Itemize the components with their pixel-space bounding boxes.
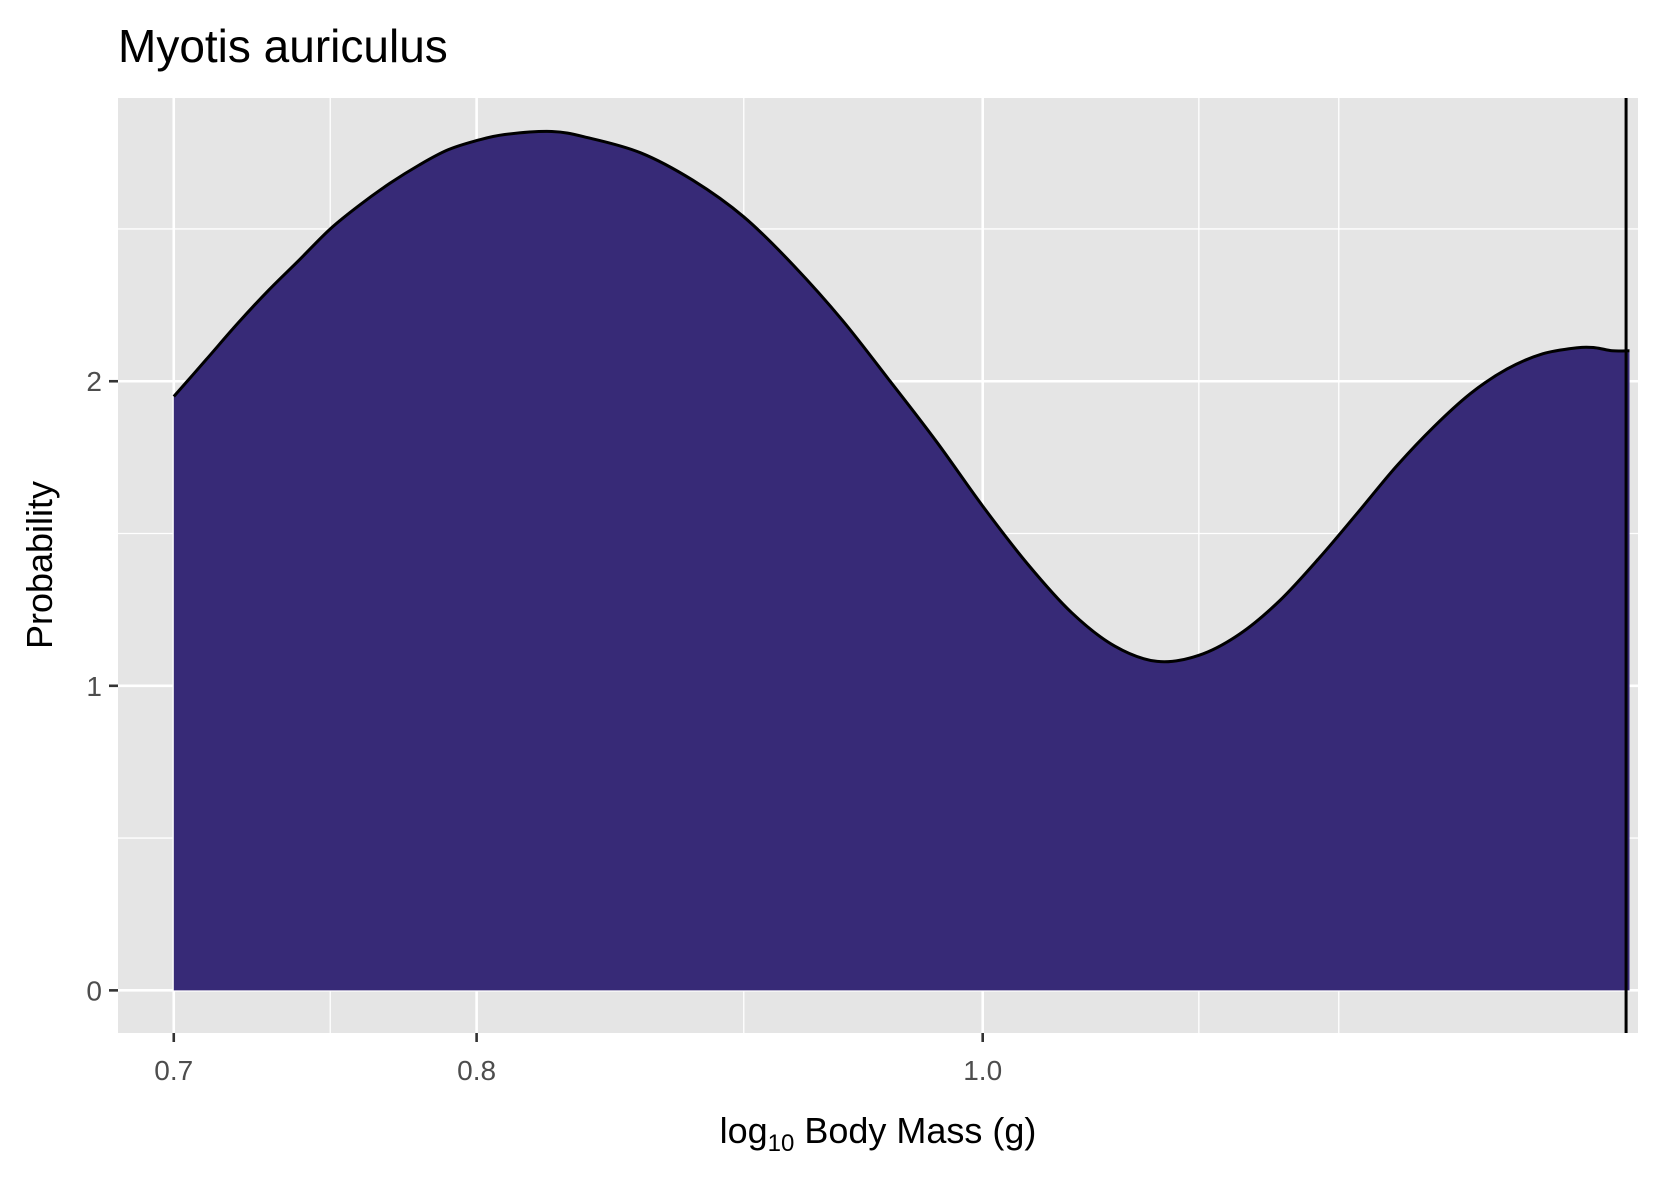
x-axis-title: log10 Body Mass (g) [720, 1110, 1037, 1157]
x-tick-label: 0.7 [154, 1055, 193, 1086]
y-axis: 0 1 2 [86, 366, 118, 1006]
density-area [173, 131, 1630, 991]
x-tick-label: 0.8 [457, 1055, 496, 1086]
y-tick-label: 2 [86, 366, 102, 397]
x-axis-title-main: log [720, 1110, 768, 1151]
chart-title: Myotis auriculus [118, 20, 448, 72]
x-axis-title-rest: Body Mass (g) [794, 1110, 1036, 1151]
x-axis: 0.7 0.8 1.0 [154, 1033, 1002, 1086]
x-axis-title-subscript: 10 [768, 1130, 795, 1157]
x-tick-label: 1.0 [963, 1055, 1002, 1086]
y-tick-label: 0 [86, 975, 102, 1006]
y-tick-label: 1 [86, 671, 102, 702]
density-curve [172, 129, 1630, 664]
y-axis-title: Probability [19, 481, 60, 649]
